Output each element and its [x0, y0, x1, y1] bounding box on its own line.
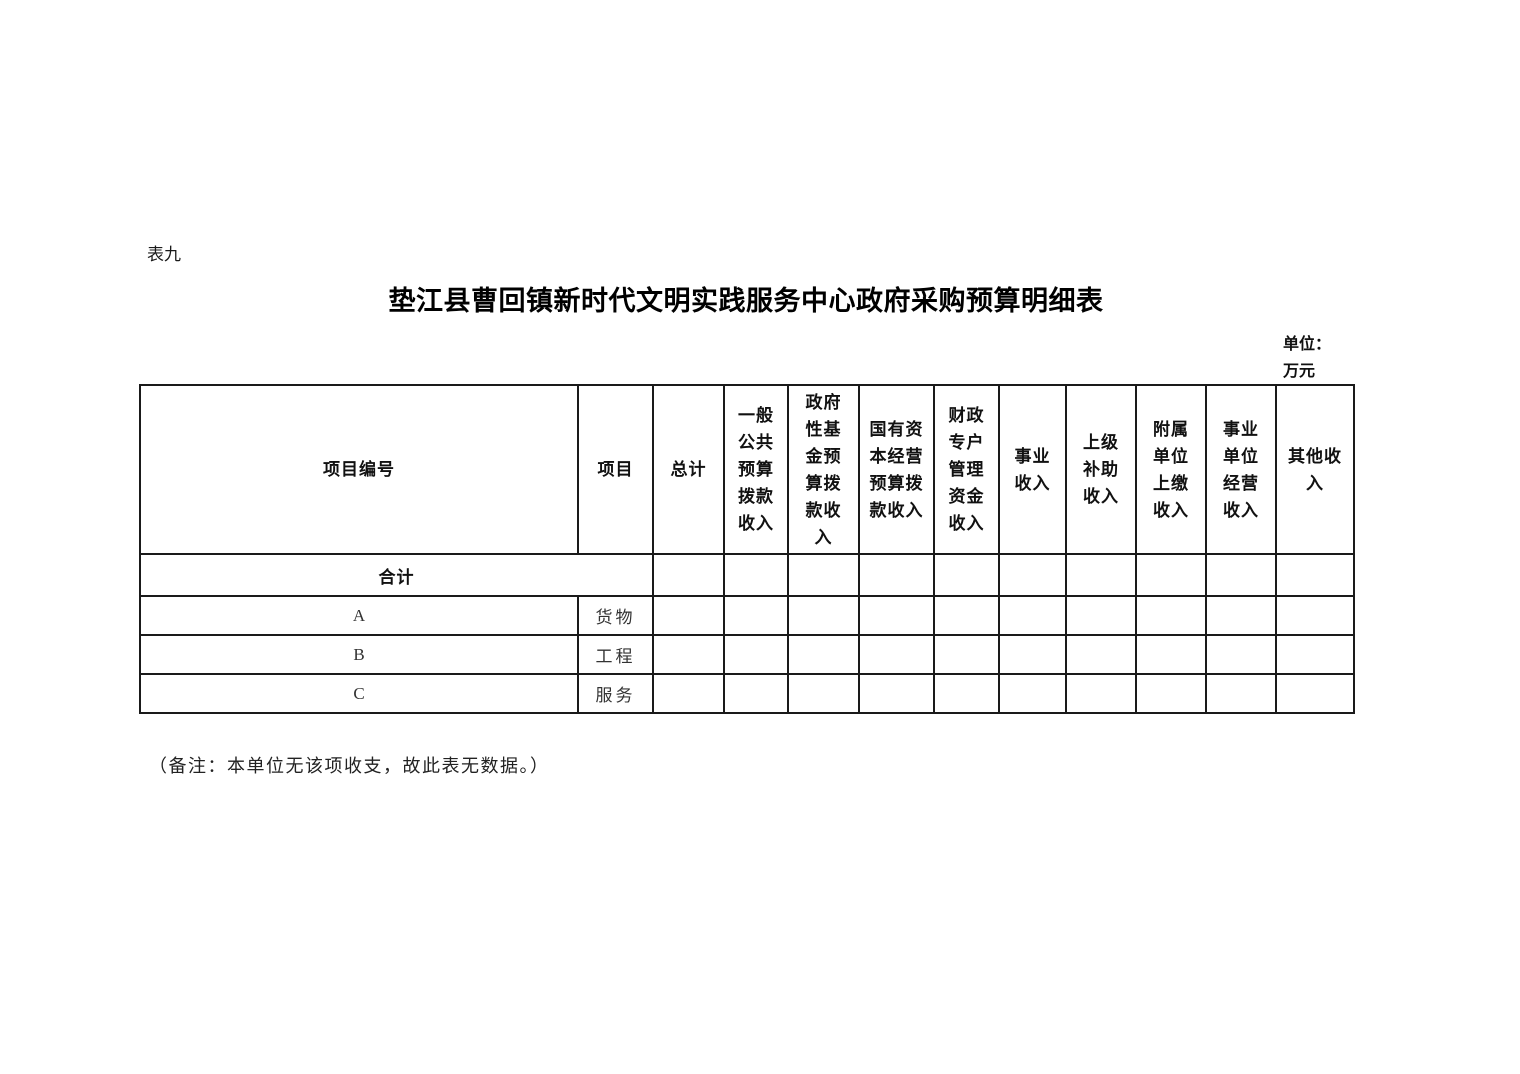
- empty-cell: [998, 673, 1067, 714]
- procurement-budget-table: 项目编号 项目 总计 一般 公共 预算 拨款 收入 政府 性基 金预 算拨 款收…: [139, 384, 1355, 714]
- empty-cell: [787, 634, 860, 675]
- empty-cell: [1205, 673, 1277, 714]
- empty-cell: [723, 595, 789, 636]
- empty-cell: [1065, 634, 1137, 675]
- col-header-fiscal-account-funds: 财政 专户 管理 资金 收入: [933, 384, 1000, 555]
- table-header-row: 项目编号 项目 总计 一般 公共 预算 拨款 收入 政府 性基 金预 算拨 款收…: [139, 384, 1355, 555]
- col-header-general-public-budget: 一般 公共 预算 拨款 收入: [723, 384, 789, 555]
- row-code: A: [139, 595, 579, 636]
- empty-cell: [1275, 673, 1355, 714]
- table-row-services: C 服务: [139, 673, 1355, 714]
- empty-cell: [1205, 595, 1277, 636]
- empty-cell: [858, 673, 935, 714]
- empty-cell: [787, 673, 860, 714]
- empty-cell: [652, 673, 725, 714]
- empty-cell: [787, 595, 860, 636]
- page-title: 垫江县曹回镇新时代文明实践服务中心政府采购预算明细表: [388, 286, 1104, 316]
- empty-cell: [1065, 673, 1137, 714]
- empty-cell: [1275, 553, 1355, 597]
- empty-cell: [1275, 595, 1355, 636]
- empty-cell: [723, 553, 789, 597]
- col-header-project: 项目: [577, 384, 654, 555]
- empty-cell: [787, 553, 860, 597]
- col-header-gov-fund-budget: 政府 性基 金预 算拨 款收 入: [787, 384, 860, 555]
- empty-cell: [858, 595, 935, 636]
- empty-cell: [933, 673, 1000, 714]
- empty-cell: [933, 553, 1000, 597]
- col-header-other-income: 其他收 入: [1275, 384, 1355, 555]
- empty-cell: [1135, 595, 1207, 636]
- col-header-operational-income: 事业 收入: [998, 384, 1067, 555]
- table-number-label: 表九: [147, 245, 181, 264]
- unit-note: 单位： 万元: [1283, 336, 1332, 380]
- empty-cell: [1205, 553, 1277, 597]
- empty-cell: [933, 634, 1000, 675]
- table-row-total: 合计: [139, 553, 1355, 597]
- empty-cell: [652, 595, 725, 636]
- empty-cell: [1275, 634, 1355, 675]
- col-header-total: 总计: [652, 384, 725, 555]
- total-row-label: 合计: [139, 553, 654, 597]
- empty-cell: [1135, 634, 1207, 675]
- row-code: C: [139, 673, 579, 714]
- empty-cell: [1065, 595, 1137, 636]
- empty-cell: [933, 595, 1000, 636]
- empty-cell: [1135, 553, 1207, 597]
- col-header-project-number: 项目编号: [139, 384, 579, 555]
- table-row-goods: A 货物: [139, 595, 1355, 636]
- empty-cell: [1205, 634, 1277, 675]
- empty-cell: [1135, 673, 1207, 714]
- row-category: 服务: [577, 673, 654, 714]
- row-code: B: [139, 634, 579, 675]
- empty-cell: [723, 673, 789, 714]
- empty-cell: [1065, 553, 1137, 597]
- empty-cell: [998, 634, 1067, 675]
- row-category: 工程: [577, 634, 654, 675]
- empty-cell: [652, 553, 725, 597]
- empty-cell: [652, 634, 725, 675]
- col-header-institution-business-income: 事业 单位 经营 收入: [1205, 384, 1277, 555]
- table-row-engineering: B 工程: [139, 634, 1355, 675]
- footnote: （备注：本单位无该项收支，故此表无数据。）: [149, 756, 550, 776]
- empty-cell: [998, 553, 1067, 597]
- empty-cell: [858, 634, 935, 675]
- col-header-superior-subsidy: 上级 补助 收入: [1065, 384, 1137, 555]
- col-header-affiliated-unit-remittance: 附属 单位 上缴 收入: [1135, 384, 1207, 555]
- empty-cell: [723, 634, 789, 675]
- col-header-state-capital-budget: 国有资 本经营 预算拨 款收入: [858, 384, 935, 555]
- empty-cell: [998, 595, 1067, 636]
- empty-cell: [858, 553, 935, 597]
- row-category: 货物: [577, 595, 654, 636]
